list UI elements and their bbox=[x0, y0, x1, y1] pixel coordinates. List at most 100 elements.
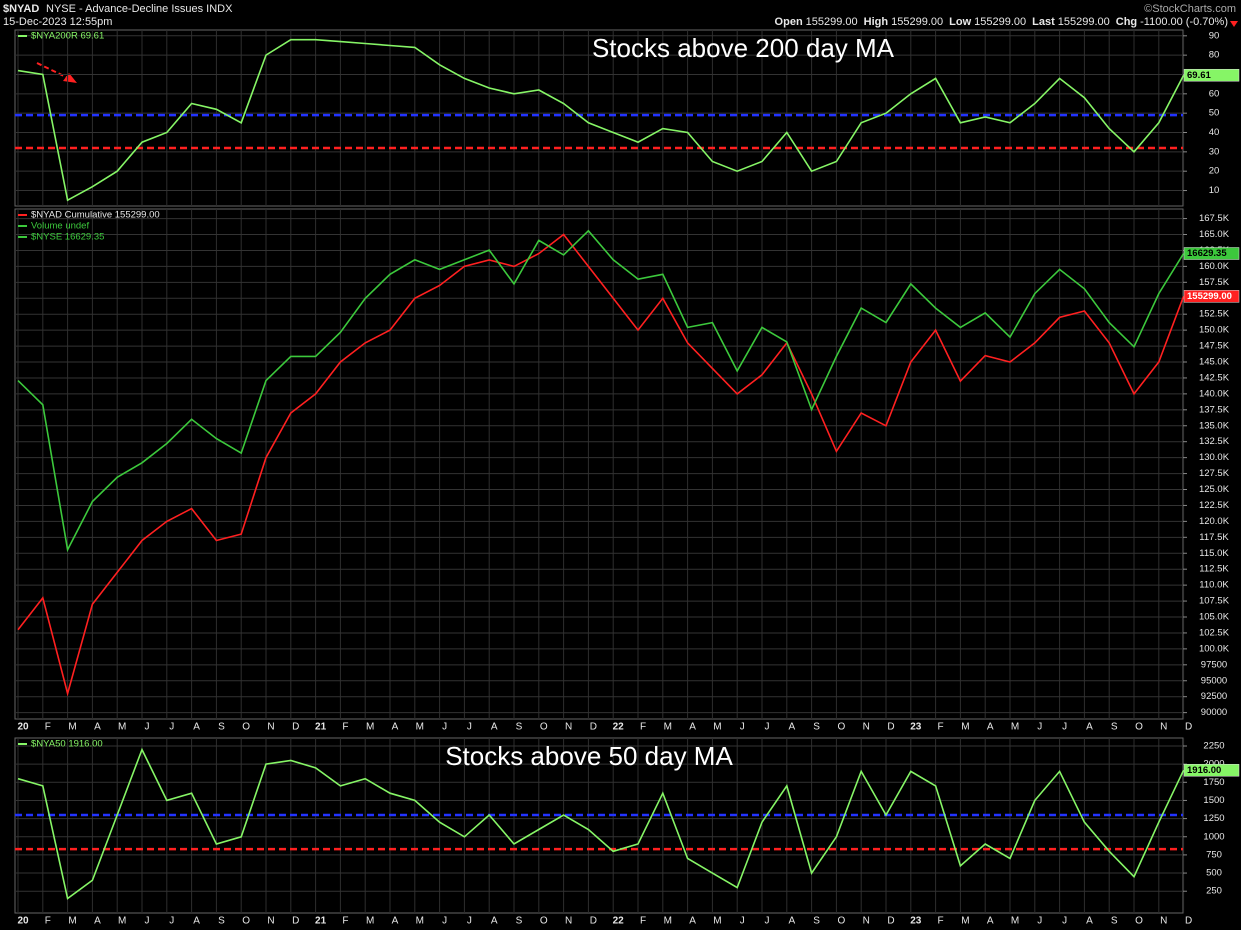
quote-value: 155299.00 bbox=[974, 16, 1026, 28]
y-tick-label: 132.5K bbox=[1199, 436, 1230, 447]
x-tick-label: M bbox=[713, 916, 721, 927]
y-tick-label: 1750 bbox=[1203, 777, 1224, 788]
annotation-arrow bbox=[36, 62, 69, 79]
series-line bbox=[17, 229, 1185, 553]
x-tick-label: S bbox=[516, 722, 523, 733]
x-tick-label: A bbox=[689, 916, 696, 927]
x-tick-label: 23 bbox=[910, 722, 922, 733]
x-tick-label: A bbox=[193, 916, 200, 927]
x-tick-label: S bbox=[218, 916, 225, 927]
x-tick-label: M bbox=[961, 722, 969, 733]
x-tick-label: J bbox=[1037, 916, 1042, 927]
x-tick-label: J bbox=[740, 722, 745, 733]
x-tick-label: J bbox=[442, 722, 447, 733]
y-tick-label: 152.5K bbox=[1199, 309, 1230, 320]
y-tick-label: 107.5K bbox=[1199, 596, 1230, 607]
y-tick-label: 145.0K bbox=[1199, 357, 1230, 368]
y-tick-label: 135.0K bbox=[1199, 420, 1230, 431]
x-tick-label: 20 bbox=[17, 916, 29, 927]
legend-label: Volume undef bbox=[31, 221, 89, 232]
y-tick-label: 140.0K bbox=[1199, 388, 1230, 399]
x-tick-label: N bbox=[267, 916, 274, 927]
x-tick-label: A bbox=[94, 916, 101, 927]
x-tick-label: S bbox=[813, 916, 820, 927]
x-tick-label: O bbox=[838, 722, 846, 733]
y-tick-label: 50 bbox=[1209, 108, 1220, 119]
annotation-arrowhead bbox=[63, 73, 77, 83]
x-tick-label: A bbox=[788, 916, 795, 927]
x-tick-label: J bbox=[740, 916, 745, 927]
x-tick-label: O bbox=[540, 916, 548, 927]
x-tick-label: J bbox=[1062, 722, 1067, 733]
panel-frame bbox=[14, 208, 1184, 720]
quote-label: Open bbox=[775, 16, 803, 28]
y-tick-label: 102.5K bbox=[1199, 627, 1230, 638]
y-tick-label: 30 bbox=[1209, 146, 1220, 157]
x-tick-label: D bbox=[590, 722, 597, 733]
y-tick-label: 750 bbox=[1206, 849, 1222, 860]
x-tick-label: F bbox=[640, 916, 646, 927]
quote-label: Last bbox=[1032, 16, 1055, 28]
legend-label: $NYSE 16629.35 bbox=[31, 232, 104, 243]
legend-label: $NYAD Cumulative 155299.00 bbox=[31, 210, 160, 221]
y-tick-label: 97500 bbox=[1201, 659, 1227, 670]
annotation: Stocks above 200 day MA bbox=[592, 33, 895, 63]
x-tick-label: M bbox=[1011, 722, 1019, 733]
x-tick-label: N bbox=[565, 722, 572, 733]
quote-value: 155299.00 bbox=[1058, 16, 1110, 28]
quote-line: Open 155299.00 High 155299.00 Low 155299.00 La… bbox=[775, 16, 1228, 28]
y-tick-label: 160.0K bbox=[1199, 261, 1230, 272]
x-tick-label: N bbox=[267, 722, 274, 733]
x-tick-label: S bbox=[1111, 916, 1118, 927]
last-value-label: 1916.00 bbox=[1187, 765, 1221, 776]
x-tick-label: J bbox=[765, 916, 770, 927]
x-tick-label: A bbox=[491, 916, 498, 927]
y-tick-label: 2250 bbox=[1203, 741, 1224, 752]
x-tick-label: A bbox=[94, 722, 101, 733]
x-tick-label: O bbox=[242, 722, 250, 733]
x-tick-label: M bbox=[713, 722, 721, 733]
x-tick-label: M bbox=[961, 916, 969, 927]
y-tick-label: 167.5K bbox=[1199, 213, 1230, 224]
x-tick-label: M bbox=[416, 916, 424, 927]
x-tick-label: S bbox=[813, 722, 820, 733]
x-tick-label: F bbox=[45, 916, 51, 927]
x-tick-label: D bbox=[887, 916, 894, 927]
quote-value: 155299.00 bbox=[806, 16, 858, 28]
x-tick-label: M bbox=[416, 722, 424, 733]
y-tick-label: 60 bbox=[1209, 88, 1220, 99]
x-tick-label: D bbox=[1185, 722, 1192, 733]
quote-label: Low bbox=[949, 16, 971, 28]
legend-label: $NYA50 1916.00 bbox=[31, 739, 103, 750]
y-tick-label: 105.0K bbox=[1199, 612, 1230, 623]
x-tick-label: J bbox=[145, 916, 150, 927]
y-tick-label: 1000 bbox=[1203, 831, 1224, 842]
y-tick-label: 40 bbox=[1209, 127, 1220, 138]
legend-label: $NYA200R 69.61 bbox=[31, 31, 104, 42]
last-value-label: 16629.35 bbox=[1187, 248, 1227, 259]
y-tick-label: 92500 bbox=[1201, 691, 1227, 702]
x-tick-label: N bbox=[565, 916, 572, 927]
y-tick-label: 110.0K bbox=[1199, 580, 1229, 591]
last-value-box bbox=[1183, 763, 1240, 777]
x-tick-label: 22 bbox=[613, 722, 625, 733]
x-tick-label: D bbox=[1185, 916, 1192, 927]
y-tick-label: 95000 bbox=[1201, 675, 1227, 686]
y-tick-label: 80 bbox=[1209, 50, 1220, 61]
quote-value: 155299.00 bbox=[891, 16, 943, 28]
x-tick-label: J bbox=[467, 916, 472, 927]
x-tick-label: F bbox=[45, 722, 51, 733]
x-tick-label: M bbox=[68, 916, 76, 927]
x-tick-label: M bbox=[664, 722, 672, 733]
y-tick-label: 122.5K bbox=[1199, 500, 1230, 511]
x-tick-label: A bbox=[689, 722, 696, 733]
y-tick-label: 10 bbox=[1209, 185, 1220, 196]
x-tick-label: M bbox=[118, 916, 126, 927]
x-tick-label: O bbox=[540, 722, 548, 733]
x-tick-label: N bbox=[1160, 916, 1167, 927]
quote-value: -1100.00 (-0.70%) bbox=[1140, 16, 1228, 28]
x-tick-label: 20 bbox=[17, 722, 29, 733]
x-tick-label: N bbox=[1160, 722, 1167, 733]
